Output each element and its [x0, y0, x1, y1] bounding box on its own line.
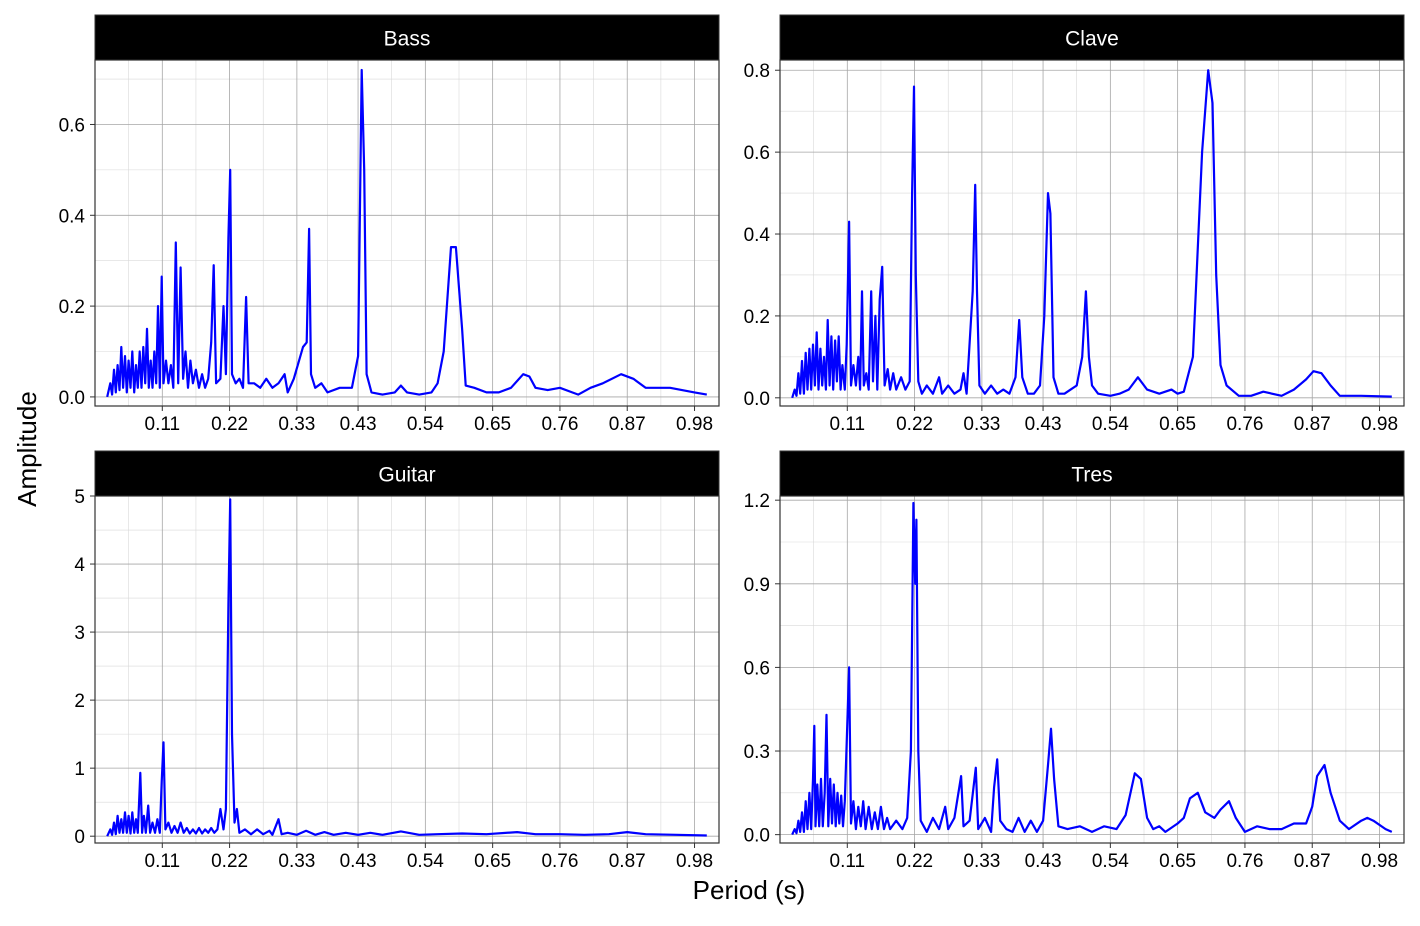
y-tick-label: 3 [74, 623, 85, 644]
facet-bass: 0.11 0.22 0.33 0.43 0.54 0.65 0.76 0.87 0.98 0.0 0… [59, 14, 720, 435]
x-tick-label: 0.43 [1025, 414, 1062, 435]
x-tick-label: 0.76 [541, 414, 578, 435]
x-tick-label: 0.33 [278, 414, 315, 435]
x-tick-label: 0.33 [963, 851, 1000, 872]
x-tick-label: 0.76 [541, 851, 578, 872]
y-tick-label: 0.3 [744, 742, 770, 763]
x-tick-label: 0.22 [896, 851, 933, 872]
x-tick-label: 0.43 [340, 414, 377, 435]
y-tick-label: 1.2 [744, 491, 770, 512]
series-line-guitar [106, 498, 707, 837]
facet-strip-label: Tres [1071, 464, 1112, 487]
x-tick-label: 0.65 [474, 851, 511, 872]
series-line-clave [791, 69, 1392, 399]
facet-strip [779, 14, 1405, 61]
y-tick-label: 0.0 [744, 826, 770, 847]
y-tick-label: 2 [74, 691, 85, 712]
x-tick-label: 0.87 [609, 414, 646, 435]
x-tick-label: 0.22 [211, 414, 248, 435]
x-tick-label: 0.54 [1092, 414, 1129, 435]
x-axis-label: Period (s) [693, 875, 806, 905]
x-tick-label: 0.76 [1226, 851, 1263, 872]
y-tick-label: 0.9 [744, 575, 770, 596]
facet-tres: 0.11 0.22 0.33 0.43 0.54 0.65 0.76 0.87 0.98 0.0 0… [744, 450, 1405, 872]
x-tick-label: 0.98 [1361, 851, 1398, 872]
y-tick-label: 0.6 [744, 143, 770, 164]
facet-guitar: 0.11 0.22 0.33 0.43 0.54 0.65 0.76 0.87 0.98 0 1 2 3… [74, 450, 720, 872]
x-tick-label: 0.76 [1226, 414, 1263, 435]
x-tick-label: 0.43 [1025, 851, 1062, 872]
x-tick-label: 0.98 [1361, 414, 1398, 435]
x-tick-label: 0.22 [896, 414, 933, 435]
facet-strip [779, 450, 1405, 497]
facet-strip [94, 14, 720, 61]
y-tick-label: 0.4 [744, 225, 771, 246]
facet-clave: 0.11 0.22 0.33 0.43 0.54 0.65 0.76 0.87 0.98 0.0 0… [744, 14, 1405, 435]
x-tick-label: 0.87 [1294, 414, 1331, 435]
facet-strip-label: Guitar [378, 464, 435, 487]
x-tick-label: 0.65 [1159, 414, 1196, 435]
x-tick-label: 0.54 [407, 414, 444, 435]
y-tick-label: 0.2 [59, 297, 85, 318]
x-tick-label: 0.98 [676, 851, 713, 872]
y-axis-label: Amplitude [12, 391, 42, 507]
x-tick-label: 0.11 [145, 851, 181, 872]
x-tick-label: 0.54 [1092, 851, 1129, 872]
x-tick-label: 0.98 [676, 414, 713, 435]
panel-background [95, 60, 719, 406]
x-tick-label: 0.65 [474, 414, 511, 435]
y-tick-label: 5 [74, 487, 85, 508]
y-tick-label: 0.0 [59, 388, 85, 409]
x-tick-label: 0.11 [830, 851, 866, 872]
x-tick-label: 0.65 [1159, 851, 1196, 872]
x-tick-label: 0.87 [1294, 851, 1331, 872]
y-tick-label: 0.8 [744, 61, 770, 82]
x-tick-label: 0.11 [830, 414, 866, 435]
x-tick-label: 0.11 [145, 414, 181, 435]
x-tick-label: 0.33 [278, 851, 315, 872]
y-tick-label: 0.6 [744, 658, 770, 679]
y-tick-label: 0 [74, 827, 85, 848]
facet-strip [94, 450, 720, 497]
series-line-tres [791, 501, 1393, 836]
y-tick-label: 0.0 [744, 389, 770, 410]
x-tick-label: 0.33 [963, 414, 1000, 435]
x-tick-label: 0.87 [609, 851, 646, 872]
y-tick-label: 0.6 [59, 115, 85, 136]
x-tick-label: 0.54 [407, 851, 444, 872]
facet-strip-label: Bass [384, 28, 431, 51]
y-tick-label: 1 [74, 759, 85, 780]
y-tick-label: 0.4 [59, 206, 86, 227]
panel-background [780, 496, 1404, 843]
y-tick-label: 4 [74, 555, 85, 576]
series-line-bass [106, 68, 707, 398]
x-tick-label: 0.43 [340, 851, 377, 872]
y-tick-label: 0.2 [744, 307, 770, 328]
x-tick-label: 0.22 [211, 851, 248, 872]
panel-background [95, 496, 719, 843]
facet-strip-label: Clave [1065, 28, 1119, 51]
